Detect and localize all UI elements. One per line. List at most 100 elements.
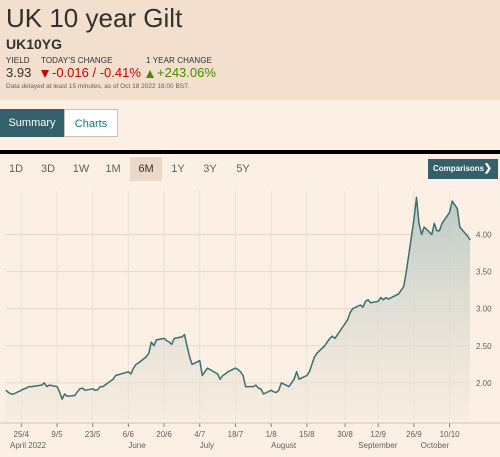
range-1m[interactable]: 1M: [105, 163, 121, 175]
data-point: [382, 299, 384, 301]
data-point: [280, 382, 282, 384]
data-point: [352, 308, 354, 310]
data-point: [306, 374, 308, 377]
yield-label: YIELD: [6, 56, 30, 65]
todays-change: -0.016 / -0.41%: [41, 65, 141, 80]
data-point: [451, 200, 453, 202]
month-label: April 2022: [10, 441, 47, 450]
data-point: [252, 386, 254, 388]
data-point: [219, 378, 221, 380]
data-point: [183, 334, 186, 336]
data-point: [127, 371, 129, 373]
data-point: [255, 384, 257, 386]
data-point: [370, 302, 372, 304]
data-point: [362, 306, 364, 308]
data-point: [377, 300, 379, 302]
arrow-down-icon: [41, 69, 49, 78]
range-6m[interactable]: 6M: [130, 157, 162, 181]
range-3y[interactable]: 3Y: [203, 163, 217, 175]
data-point: [316, 352, 318, 354]
x-tick-label: 4/7: [194, 430, 206, 439]
month-label: August: [271, 441, 297, 450]
data-point: [163, 337, 165, 339]
data-point: [84, 389, 86, 391]
page-title: UK 10 year Gilt: [6, 3, 183, 33]
data-point: [64, 393, 66, 395]
tab-charts[interactable]: Charts: [64, 109, 118, 137]
data-point: [257, 387, 259, 389]
data-point: [217, 373, 219, 375]
data-point: [293, 378, 295, 380]
data-point: [298, 378, 300, 380]
data-point: [438, 230, 440, 232]
data-point: [347, 319, 349, 321]
data-point: [326, 341, 328, 343]
data-point: [74, 394, 76, 397]
data-point: [97, 389, 99, 391]
data-point: [331, 335, 333, 337]
tab-bar: Summary Charts: [0, 109, 500, 139]
data-point: [115, 374, 117, 377]
data-point: [454, 204, 456, 206]
data-point: [13, 393, 15, 395]
data-point: [7, 391, 10, 394]
data-point: [23, 388, 25, 390]
data-point: [380, 297, 382, 299]
x-tick-label: 10/10: [440, 430, 461, 439]
data-point: [181, 336, 183, 338]
x-tick-label: 20/6: [156, 430, 172, 439]
data-point: [436, 230, 438, 232]
data-point: [405, 271, 407, 273]
data-point: [76, 391, 78, 393]
tab-summary[interactable]: Summary: [0, 109, 64, 137]
range-1y[interactable]: 1Y: [171, 163, 185, 175]
ticker-symbol: UK10YG: [6, 36, 63, 52]
data-point: [168, 341, 170, 343]
data-point: [81, 387, 84, 389]
data-point: [234, 367, 237, 369]
data-point: [199, 360, 201, 362]
data-point: [94, 389, 96, 391]
data-point: [56, 386, 58, 388]
data-point: [367, 299, 369, 301]
data-point: [132, 367, 135, 369]
comparisons-label: Comparisons: [433, 164, 485, 173]
data-point: [186, 345, 188, 347]
data-point: [191, 363, 193, 365]
data-point: [400, 289, 402, 291]
range-1d[interactable]: 1D: [8, 163, 24, 175]
data-point: [290, 382, 293, 384]
data-point: [145, 356, 147, 358]
data-point: [224, 373, 226, 375]
x-tick-label: 15/8: [299, 430, 315, 439]
data-point: [313, 356, 316, 358]
data-point: [25, 387, 27, 389]
year-change: +243.06%: [146, 65, 216, 80]
data-point: [135, 363, 137, 365]
data-point: [413, 219, 415, 221]
comparisons-button[interactable]: Comparisons ❯: [428, 159, 498, 179]
data-delay-disclaimer: Data delayed at least 15 minutes, as of …: [6, 83, 190, 90]
y-tick-label: 3.00: [476, 305, 492, 314]
range-1w[interactable]: 1W: [72, 163, 90, 175]
month-label: September: [358, 441, 397, 450]
month-label: July: [200, 441, 214, 450]
data-point: [398, 293, 400, 295]
x-tick-label: 12/9: [370, 430, 386, 439]
x-tick-label: 6/6: [123, 430, 135, 439]
data-point: [173, 337, 175, 339]
x-tick-label: 30/8: [337, 430, 353, 439]
range-3d[interactable]: 3D: [40, 163, 56, 175]
data-point: [456, 207, 458, 210]
data-point: [99, 386, 101, 388]
data-point: [43, 382, 45, 384]
price-chart[interactable]: 2.00 2.50 3.00 3.50 4.00 25/4 9/5 23/5 6/6 20/6 4…: [0, 185, 500, 457]
month-label: October: [421, 441, 450, 450]
data-point: [79, 388, 81, 390]
range-5y[interactable]: 5Y: [236, 163, 250, 175]
year-change-value: +243.06%: [157, 65, 216, 80]
x-tick-label: 23/5: [85, 430, 101, 439]
x-tick-label: 1/8: [266, 430, 278, 439]
data-point: [10, 393, 12, 395]
data-point: [206, 367, 208, 369]
